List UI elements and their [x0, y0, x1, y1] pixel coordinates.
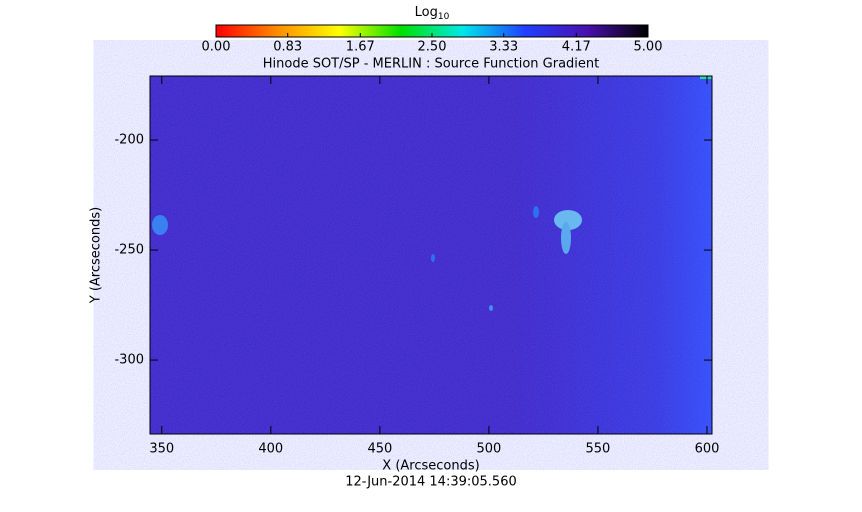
colorbar-tick-label: 0.83 — [273, 40, 302, 55]
bright-features — [152, 76, 712, 311]
colorbar-tick-label: 0.00 — [202, 40, 231, 55]
colorbar-tick-label: 4.17 — [562, 40, 591, 55]
x-axis-label: X (Arcseconds) — [382, 459, 479, 474]
colorbar-tick-label: 5.00 — [634, 40, 663, 55]
x-tick-label: 450 — [367, 442, 392, 457]
image-noise — [150, 76, 712, 434]
timestamp: 12-Jun-2014 14:39:05.560 — [345, 475, 517, 490]
x-tick-label: 600 — [695, 442, 720, 457]
colorbar-label: Log10 — [415, 5, 450, 22]
colorbar-tick-label: 1.67 — [346, 40, 375, 55]
x-tick-label: 500 — [476, 442, 501, 457]
y-axis-label: Y (Arcseconds) — [89, 207, 104, 304]
y-tick-label: -200 — [114, 133, 144, 148]
x-tick-label: 550 — [586, 442, 611, 457]
colorbar-tick-label: 3.33 — [489, 40, 518, 55]
colorbar-tick-label: 2.50 — [418, 40, 447, 55]
x-tick-label: 400 — [258, 442, 283, 457]
y-tick-label: -300 — [114, 353, 144, 368]
y-tick-label: -250 — [114, 243, 144, 258]
chart-title: Hinode SOT/SP - MERLIN : Source Function… — [263, 57, 600, 72]
plot-frame — [149, 75, 713, 435]
x-tick-label: 350 — [149, 442, 174, 457]
